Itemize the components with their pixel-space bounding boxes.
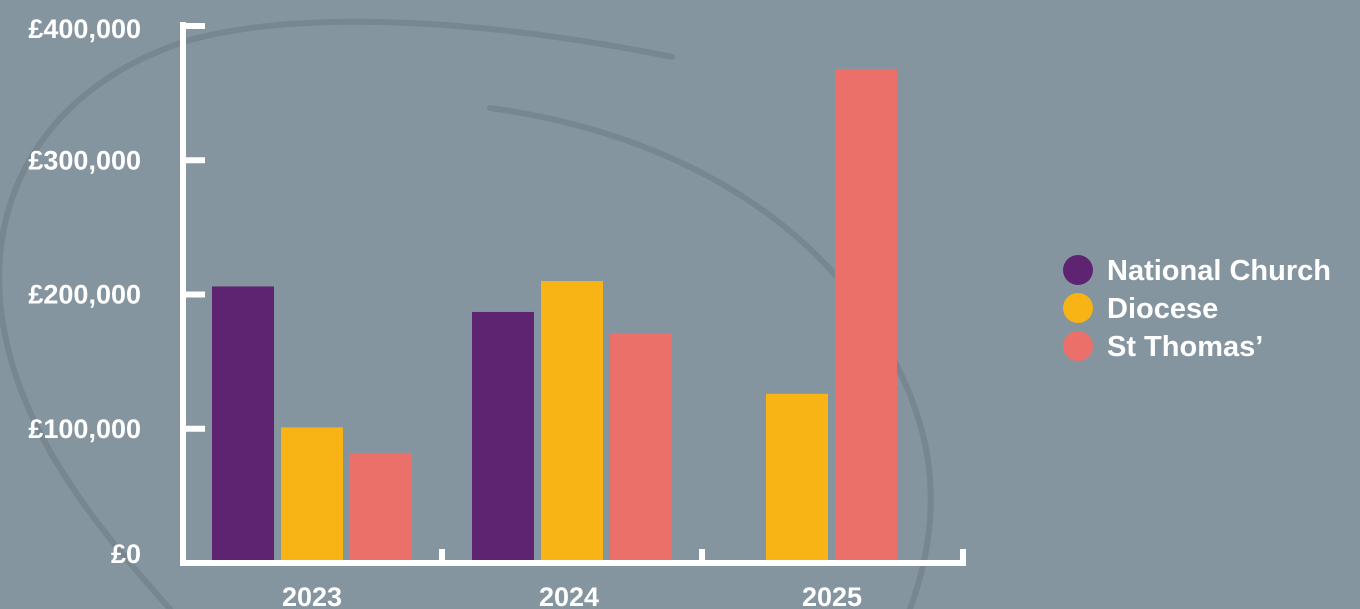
bar-national-church-2024 — [472, 311, 534, 563]
bar-diocese-2025 — [766, 393, 828, 563]
legend-label-st-thomas: St Thomas’ — [1107, 331, 1263, 363]
decorative-arc-outer — [0, 18, 675, 609]
bar-st-thomas-2024 — [610, 333, 672, 563]
bar-st-thomas-2025 — [835, 68, 897, 564]
x-tick-label-2025: 2025 — [802, 582, 862, 609]
y-tick-label-0: £0 — [111, 539, 141, 569]
legend-swatch-national-church — [1063, 255, 1093, 285]
legend-swatch-st-thomas — [1063, 331, 1093, 361]
y-tick-label-3: £300,000 — [28, 145, 141, 175]
bar-st-thomas-2023 — [350, 452, 412, 563]
legend-label-diocese: Diocese — [1107, 293, 1218, 325]
y-tick-label-2: £200,000 — [28, 280, 141, 310]
bar-diocese-2023 — [281, 427, 343, 563]
labels-layer: £0 £100,000 £200,000 £300,000 £400,000 2023 20… — [28, 14, 862, 609]
bar-diocese-2024 — [541, 281, 603, 563]
bars-layer — [212, 68, 897, 564]
y-tick-label-4: £400,000 — [28, 14, 141, 44]
y-tick-label-1: £100,000 — [28, 414, 141, 444]
legend-swatch-diocese — [1063, 293, 1093, 323]
axes-layer — [180, 22, 966, 566]
legend: National Church Diocese St Thomas’ — [1063, 255, 1331, 363]
x-tick-label-2024: 2024 — [539, 582, 599, 609]
x-tick-label-2023: 2023 — [282, 582, 342, 609]
legend-label-national-church: National Church — [1107, 255, 1331, 287]
bar-national-church-2023 — [212, 286, 274, 563]
